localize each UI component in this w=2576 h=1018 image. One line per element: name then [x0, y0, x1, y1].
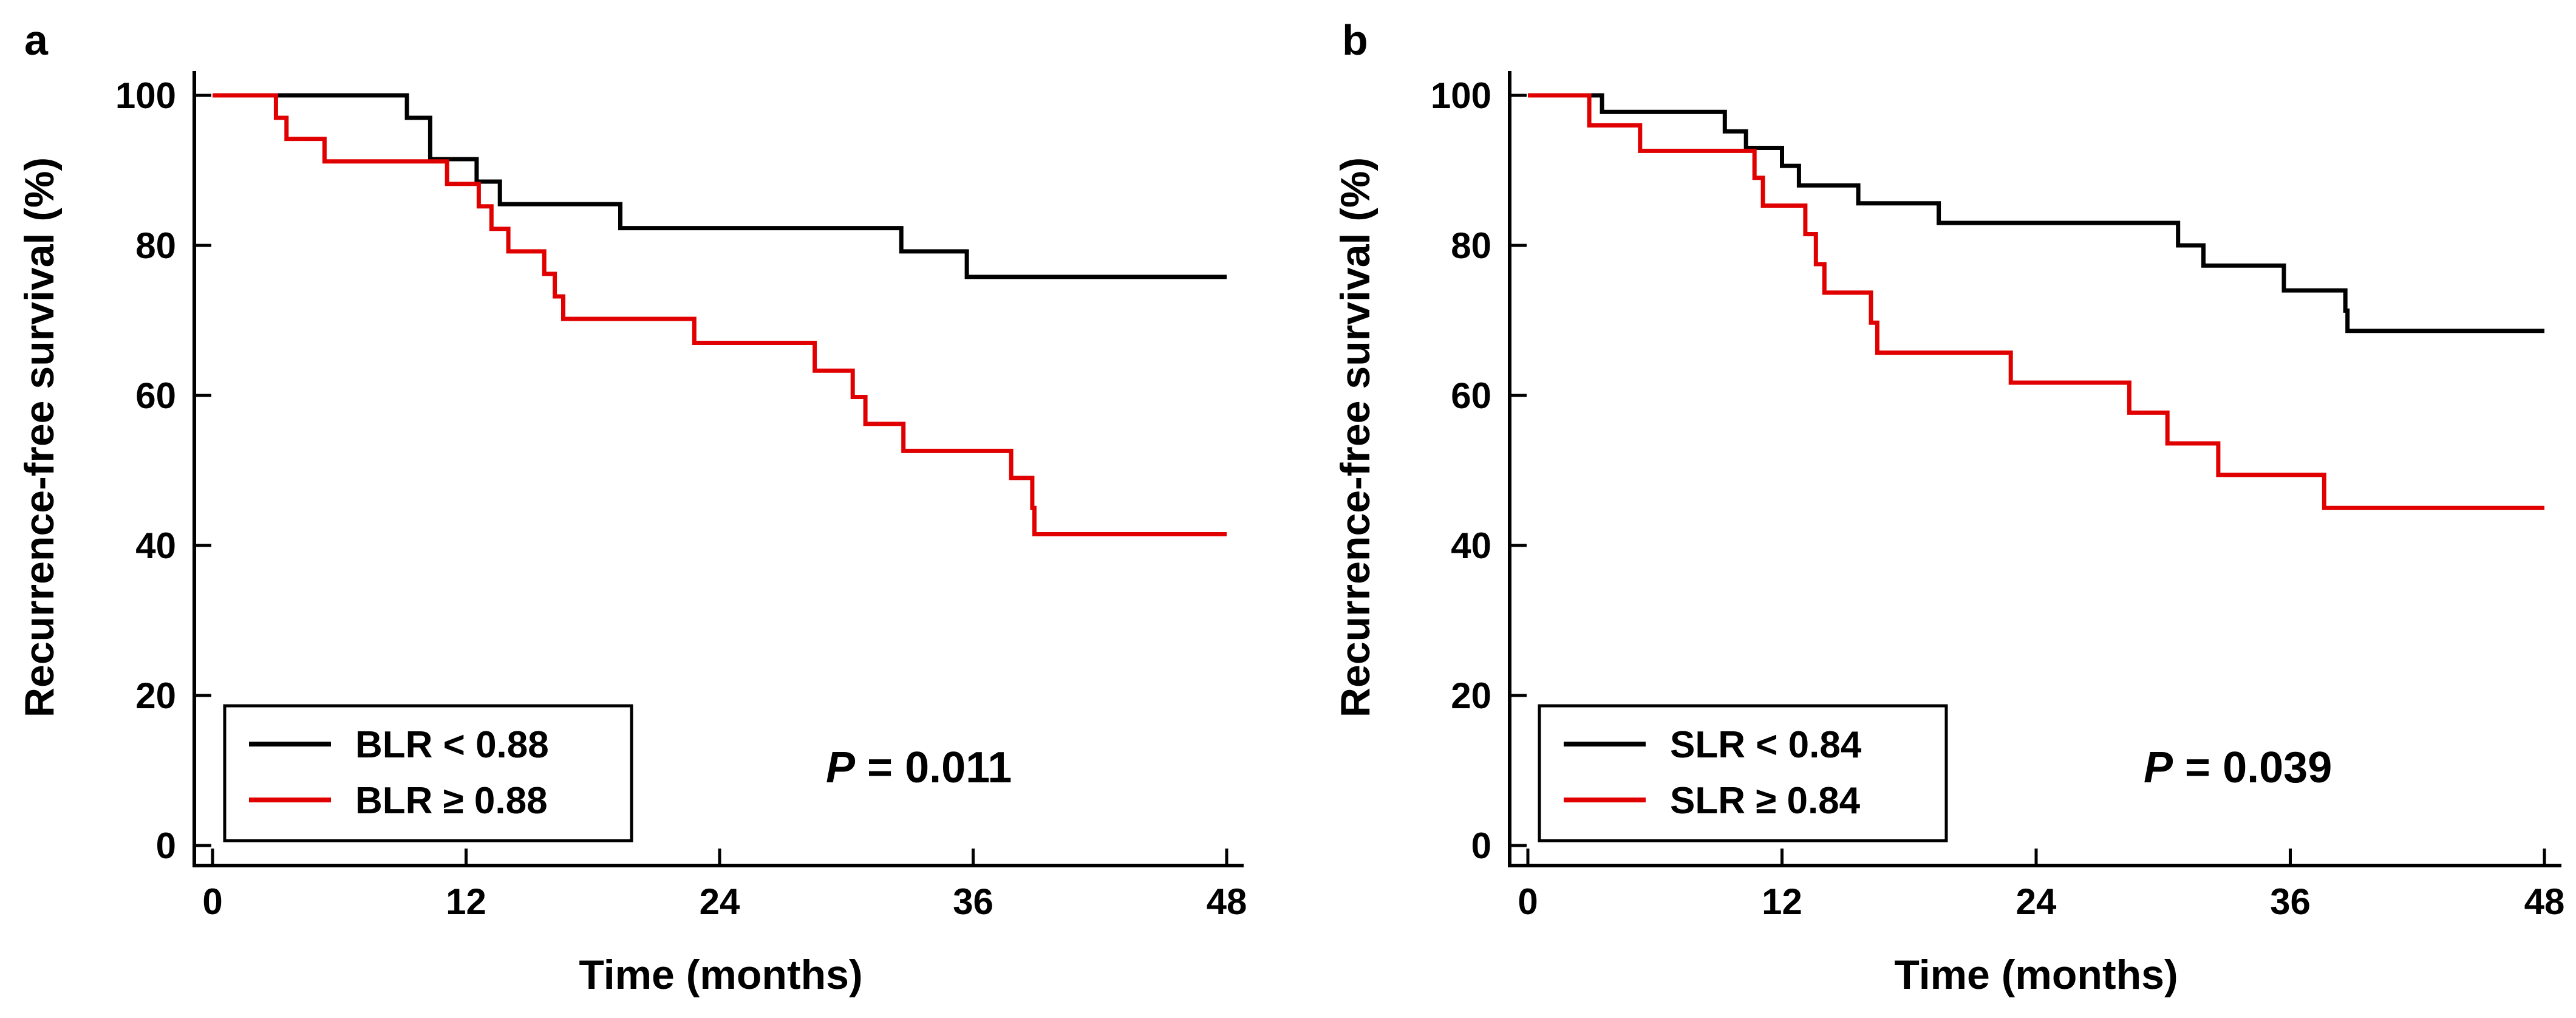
panel-a: a Recurrence-free survival (%) Time (mon… [16, 16, 1247, 998]
y-tick-label-b-40: 40 [1451, 525, 1491, 566]
legend-label-blr-low: BLR < 0.88 [355, 724, 549, 766]
y-tick-label-a-20: 20 [135, 675, 176, 716]
y-axis-title-a: Recurrence-free survival (%) [16, 157, 63, 717]
x-tick-label-b-36: 36 [2270, 881, 2311, 922]
p-value-a: P = 0.011 [826, 743, 1012, 792]
survival-curves-a [213, 93, 1227, 536]
y-axis-title-b: Recurrence-free survival (%) [1332, 157, 1378, 717]
x-tick-label-a-48: 48 [1207, 881, 1247, 922]
y-tick-label-b-0: 0 [1471, 825, 1491, 866]
y-tick-label-a-40: 40 [135, 525, 176, 566]
y-tick-label-b-80: 80 [1451, 225, 1491, 266]
y-tick-label-a-0: 0 [156, 825, 176, 866]
x-tick-label-a-36: 36 [953, 881, 993, 922]
x-tick-label-b-12: 12 [1762, 881, 1802, 922]
x-tick-label-b-0: 0 [1518, 881, 1538, 922]
p-value-b: P = 0.039 [2144, 743, 2332, 792]
x-tick-label-a-0: 0 [202, 881, 222, 922]
survival-curve-blr-lt-0-88 [213, 93, 1227, 279]
legend-box-a [223, 704, 633, 842]
panel-label-b: b [1342, 16, 1368, 64]
y-tick-label-b-60: 60 [1451, 375, 1491, 416]
y-tick-label-a-100: 100 [115, 75, 176, 116]
y-tick-label-a-80: 80 [135, 225, 176, 266]
x-axis-title-b: Time (months) [1894, 952, 2178, 998]
p-value-b-letter: P [2144, 743, 2173, 792]
legend-label-slr-high: SLR ≥ 0.84 [1670, 780, 1861, 822]
panel-b: b Recurrence-free survival (%) Time (mon… [1332, 16, 2564, 998]
survival-curves-b [1528, 93, 2544, 510]
axes-b: 0 20 40 60 80 100 0 12 24 36 48 [1431, 71, 2564, 922]
p-value-a-text: = 0.011 [855, 743, 1012, 792]
legend-a: BLR < 0.88 BLR ≥ 0.88 [223, 704, 633, 842]
legend-box-b [1538, 704, 1948, 842]
p-value-a-letter: P [826, 743, 856, 792]
y-tick-label-b-100: 100 [1431, 75, 1491, 116]
x-tick-label-a-12: 12 [446, 881, 486, 922]
y-tick-label-b-20: 20 [1451, 675, 1491, 716]
panel-label-a: a [24, 16, 49, 64]
legend-label-slr-low: SLR < 0.84 [1670, 724, 1862, 766]
legend-label-blr-high: BLR ≥ 0.88 [355, 780, 548, 822]
legend-b: SLR < 0.84 SLR ≥ 0.84 [1538, 704, 1948, 842]
survival-curve-slr-ge-0-84 [1528, 93, 2544, 510]
p-value-b-text: = 0.039 [2173, 743, 2332, 792]
survival-curve-blr-ge-0-88 [213, 93, 1227, 536]
survival-curve-slr-lt-0-84 [1528, 93, 2544, 333]
x-axis-title-a: Time (months) [579, 952, 862, 998]
axes-a: 0 20 40 60 80 100 0 12 24 36 48 [115, 71, 1247, 922]
x-tick-label-b-48: 48 [2524, 881, 2565, 922]
x-tick-label-b-24: 24 [2016, 881, 2057, 922]
x-tick-label-a-24: 24 [700, 881, 740, 922]
y-tick-label-a-60: 60 [135, 375, 176, 416]
